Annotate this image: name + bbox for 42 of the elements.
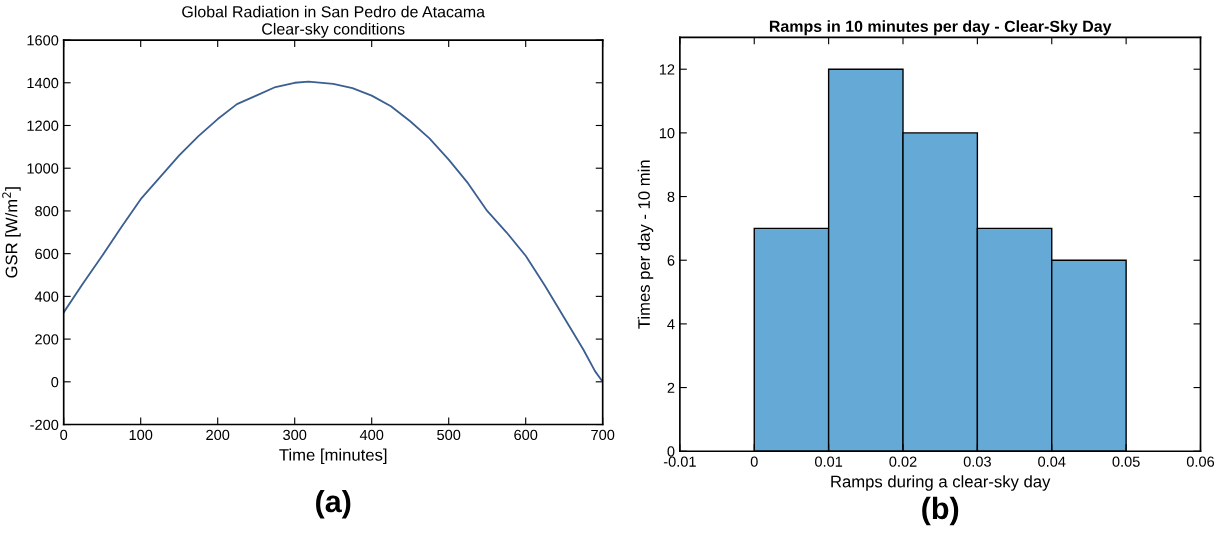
line-series: [63, 80, 603, 383]
y-tick-label: 200: [35, 334, 59, 345]
x-tick-label: 300: [283, 429, 307, 441]
y-tick-label: 1200: [27, 120, 59, 131]
y-tick-label: -200: [30, 419, 59, 430]
text: (a): [316, 489, 351, 519]
y-tick-label: 400: [34, 291, 59, 302]
x-axis-title: Time [minutes]: [279, 448, 387, 465]
x-tick-label: 0.02: [889, 456, 917, 467]
x-tick-label: 0.04: [1038, 456, 1066, 467]
x-axis-title: Ramps during a clear-sky day: [831, 475, 1051, 491]
y-tick-label: 800: [35, 206, 59, 217]
x-tick-label: 400: [359, 429, 384, 441]
x-tick-label: 700: [591, 429, 615, 441]
y-axis-title: GSR [W/m$^{2}$]: [2, 187, 21, 278]
x-tick-label: 500: [437, 429, 461, 441]
y-tick-label: 8: [667, 191, 675, 202]
y-tick-label: 1000: [27, 163, 59, 174]
y-tick-label: 600: [35, 248, 59, 260]
y-tick-label: 12: [659, 64, 675, 75]
y-tick-label: 0: [51, 376, 59, 388]
x-tick-label: 600: [514, 429, 538, 441]
x-tick-label: 0: [60, 429, 68, 441]
x-tick-label: 0.01: [815, 456, 843, 467]
y-tick-label: 10: [659, 127, 675, 139]
x-tick-label: 0.03: [963, 456, 991, 467]
y-tick-label: 1600: [27, 35, 59, 46]
y-tick-label: 6: [667, 255, 675, 266]
text: (b): [922, 496, 959, 526]
x-tick-label: 0: [750, 456, 758, 467]
x-tick-label: 100: [129, 429, 153, 441]
chart-title: Ramps in 10 minutes per day - Clear-Sky Day: [769, 20, 1112, 36]
y-tick-label: 0: [667, 446, 675, 457]
x-tick-label: 200: [206, 429, 230, 441]
y-tick-label: 4: [667, 319, 675, 330]
y-tick-label: 2: [667, 382, 675, 393]
y-tick-label: 1400: [27, 77, 59, 89]
y-axis-title: Times per day - 10 min: [637, 160, 654, 329]
x-tick-label: 0.05: [1112, 456, 1140, 467]
x-tick-label: 0.06: [1186, 456, 1215, 467]
chart-title: Global Radiation in San Pedro de Atacama Clear-sky conditions: [182, 5, 486, 38]
x-tick-label: -0.01: [663, 456, 696, 467]
